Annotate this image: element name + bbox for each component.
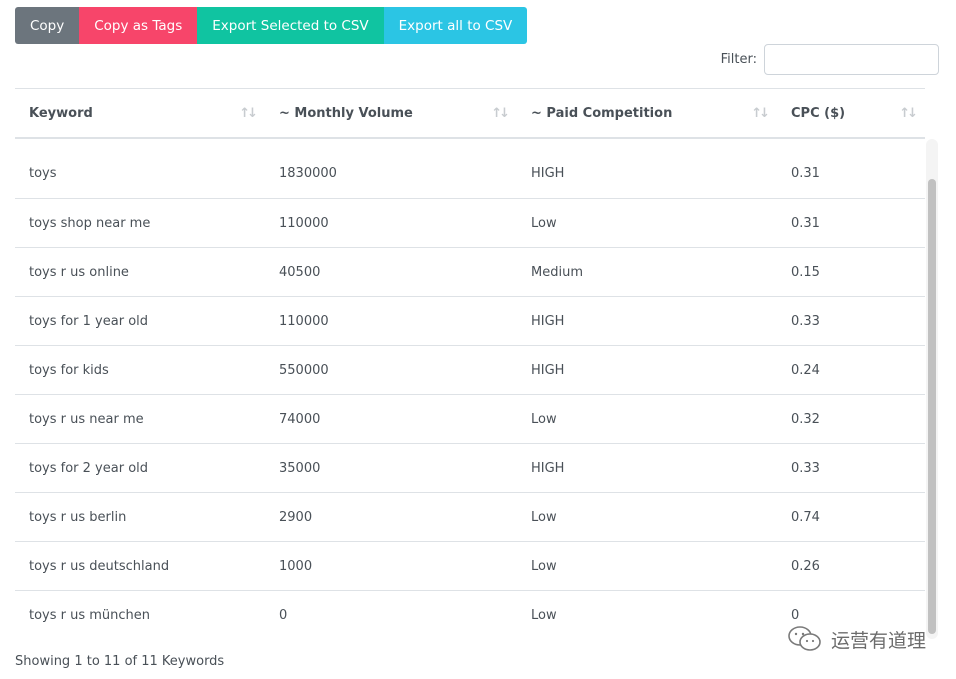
wechat-icon	[788, 626, 821, 651]
sort-icon[interactable]: ↑↓	[899, 106, 918, 121]
sort-icon[interactable]: ↑↓	[491, 106, 510, 121]
cpc-cell: 0	[791, 607, 800, 623]
table-scrollbar[interactable]	[926, 139, 938, 639]
competition-cell: Low	[531, 509, 557, 525]
export-all-csv-button[interactable]: Export all to CSV	[383, 7, 528, 44]
competition-cell: HIGH	[531, 313, 565, 329]
table-row[interactable]: toys for 1 year old 110000 HIGH 0.33	[15, 296, 925, 345]
filter-label: Filter:	[720, 52, 757, 67]
cpc-cell: 0.15	[791, 264, 820, 280]
volume-cell: 110000	[279, 313, 329, 329]
column-header-label: ~ Paid Competition	[531, 105, 673, 121]
table-info: Showing 1 to 11 of 11 Keywords	[15, 654, 225, 669]
table-row[interactable]: toys r us berlin 2900 Low 0.74	[15, 492, 925, 541]
filter-group: Filter:	[721, 44, 939, 75]
competition-cell: Low	[531, 607, 557, 623]
export-selected-csv-button[interactable]: Export Selected to CSV	[197, 7, 384, 44]
volume-cell: 35000	[279, 460, 321, 476]
column-header-paid-competition[interactable]: ~ Paid Competition ↑↓	[517, 89, 777, 137]
keywords-table: Keyword ↑↓ ~ Monthly Volume ↑↓ ~ Paid Co…	[15, 88, 925, 639]
table-row[interactable]: toys for kids 550000 HIGH 0.24	[15, 345, 925, 394]
column-header-label: ~ Monthly Volume	[279, 105, 413, 121]
table-row[interactable]: toys r us near me 74000 Low 0.32	[15, 394, 925, 443]
button-toolbar: Copy Copy as Tags Export Selected to CSV…	[15, 7, 528, 44]
volume-cell: 0	[279, 607, 288, 623]
column-header-monthly-volume[interactable]: ~ Monthly Volume ↑↓	[265, 89, 517, 137]
cpc-cell: 0.33	[791, 313, 820, 329]
table-row[interactable]: toys for 2 year old 35000 HIGH 0.33	[15, 443, 925, 492]
keyword-cell: toys r us berlin	[29, 509, 127, 525]
volume-cell: 40500	[279, 264, 321, 280]
volume-cell: 550000	[279, 362, 329, 378]
competition-cell: Medium	[531, 264, 583, 280]
keyword-cell: toys r us near me	[29, 411, 144, 427]
table-body: toys 1830000 HIGH 0.31 toys shop near me…	[15, 149, 925, 639]
keyword-cell: toys for 2 year old	[29, 460, 149, 476]
competition-cell: HIGH	[531, 460, 565, 476]
volume-cell: 74000	[279, 411, 321, 427]
scrollbar-thumb[interactable]	[928, 179, 936, 634]
volume-cell: 1000	[279, 558, 313, 574]
keyword-cell: toys	[29, 166, 57, 181]
volume-cell: 2900	[279, 509, 313, 525]
copy-button[interactable]: Copy	[15, 7, 80, 44]
watermark: 运营有道理	[787, 625, 926, 653]
keyword-cell: toys for kids	[29, 362, 109, 378]
table-row[interactable]: toys 1830000 HIGH 0.31	[15, 149, 925, 198]
cpc-cell: 0.32	[791, 411, 820, 427]
column-header-keyword[interactable]: Keyword ↑↓	[15, 89, 265, 137]
competition-cell: Low	[531, 558, 557, 574]
sort-icon[interactable]: ↑↓	[751, 106, 770, 121]
volume-cell: 1830000	[279, 166, 337, 181]
keyword-cell: toys shop near me	[29, 215, 151, 231]
table-row[interactable]: toys r us online 40500 Medium 0.15	[15, 247, 925, 296]
cpc-cell: 0.31	[791, 166, 820, 181]
competition-cell: Low	[531, 411, 557, 427]
competition-cell: HIGH	[531, 362, 565, 378]
copy-as-tags-button[interactable]: Copy as Tags	[79, 7, 198, 44]
keyword-cell: toys r us deutschland	[29, 558, 170, 574]
watermark-text: 运营有道理	[830, 629, 926, 652]
table-row[interactable]: toys r us deutschland 1000 Low 0.26	[15, 541, 925, 590]
column-header-label: CPC ($)	[791, 105, 846, 121]
cpc-cell: 0.24	[791, 362, 820, 378]
cpc-cell: 0.31	[791, 215, 820, 231]
table-header: Keyword ↑↓ ~ Monthly Volume ↑↓ ~ Paid Co…	[15, 88, 925, 139]
column-header-cpc[interactable]: CPC ($) ↑↓	[777, 89, 925, 137]
cpc-cell: 0.33	[791, 460, 820, 476]
table-row[interactable]: toys shop near me 110000 Low 0.31	[15, 198, 925, 247]
cpc-cell: 0.26	[791, 558, 820, 574]
keyword-cell: toys r us online	[29, 264, 129, 280]
keyword-cell: toys r us münchen	[29, 607, 151, 623]
volume-cell: 110000	[279, 215, 329, 231]
sort-icon[interactable]: ↑↓	[239, 106, 258, 121]
keyword-cell: toys for 1 year old	[29, 313, 149, 329]
competition-cell: HIGH	[531, 166, 565, 181]
filter-input[interactable]	[764, 44, 939, 75]
cpc-cell: 0.74	[791, 509, 820, 525]
competition-cell: Low	[531, 215, 557, 231]
column-header-label: Keyword	[29, 105, 93, 121]
table-row[interactable]: toys r us münchen 0 Low 0	[15, 590, 925, 639]
